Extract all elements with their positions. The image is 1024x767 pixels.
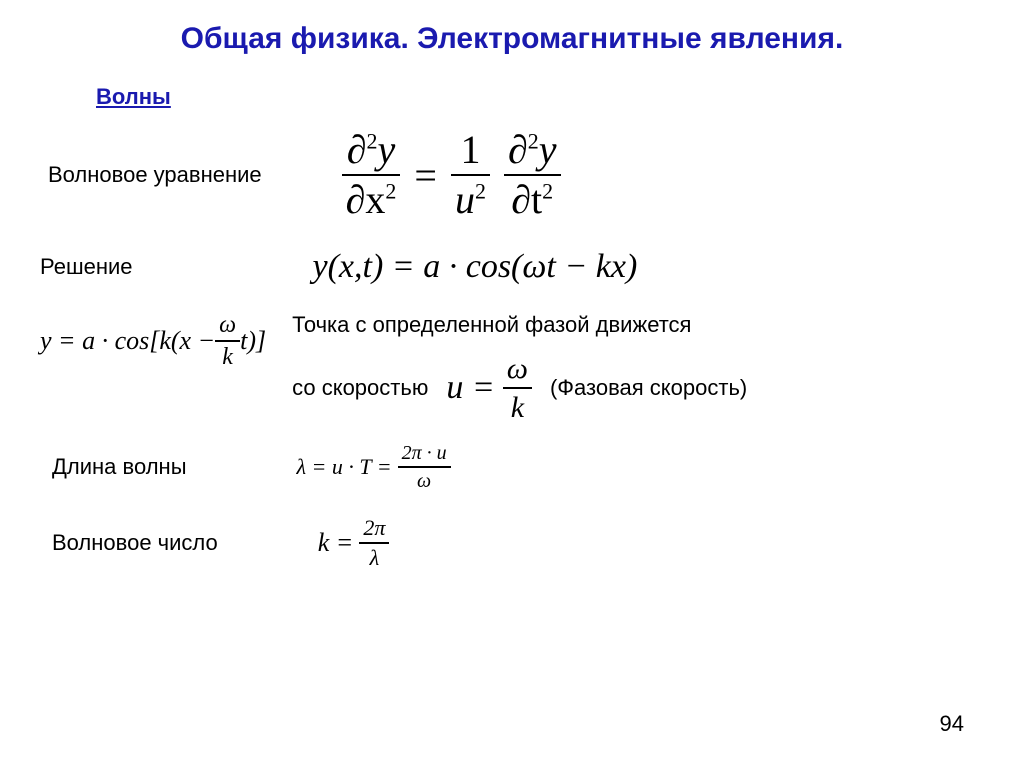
wave-eq-mid-frac: 1 u2 — [451, 128, 490, 222]
page-title: Общая физика. Электромагнитные явления. — [40, 22, 984, 56]
var-y: y — [539, 127, 557, 172]
partial-t: ∂t — [511, 177, 542, 222]
lambda-pre: λ = u · T = — [297, 454, 392, 480]
formula-wavelength: λ = u · T = 2π · u ω — [297, 442, 451, 492]
exponent: 2 — [475, 179, 486, 204]
num-omega: ω — [215, 312, 240, 338]
alt-frac: ω k — [215, 312, 240, 371]
formula-solution-main: y(x,t) = a · cos(ωt − kx) — [313, 248, 638, 286]
equals-sign: = — [414, 152, 437, 199]
wave-eq-rhs-frac: ∂2y ∂t2 — [504, 128, 561, 222]
var-u: u — [455, 177, 475, 222]
phase-line2: со скоростью u = ω k (Фазовая скорость) — [292, 352, 747, 424]
u-equals: u = — [446, 369, 494, 407]
formula-wave-equation: ∂2y ∂x2 = 1 u2 ∂2y — [342, 128, 561, 222]
label-wave-equation: Волновое уравнение — [48, 162, 262, 188]
label-wavelength: Длина волны — [52, 454, 187, 480]
partial-symbol: ∂ — [508, 127, 528, 172]
alt-pre: y = a · cos[k(x − — [40, 326, 215, 356]
den-k: k — [503, 391, 532, 424]
k-frac: 2π λ — [359, 516, 389, 570]
lambda-frac: 2π · u ω — [398, 442, 451, 492]
formula-wavenumber: k = 2π λ — [318, 516, 390, 570]
wave-eq-lhs-frac: ∂2y ∂x2 — [342, 128, 401, 222]
label-solution: Решение — [40, 254, 133, 280]
row-solution: Решение y(x,t) = a · cos(ωt − kx) — [40, 248, 984, 286]
formula-phase-velocity: u = ω k — [446, 352, 532, 424]
den-lambda: λ — [359, 546, 389, 570]
row-phase: y = a · cos[k(x − ω k t)] Точка с опреде… — [40, 312, 984, 424]
exponent: 2 — [367, 129, 378, 154]
den-k: k — [215, 344, 240, 370]
numerator-one: 1 — [451, 128, 490, 172]
num-2pi: 2π — [359, 516, 389, 540]
row-wave-equation: Волновое уравнение ∂2y ∂x2 = 1 u2 — [48, 128, 984, 222]
formula-solution-alt: y = a · cos[k(x − ω k t)] — [40, 312, 266, 371]
exponent: 2 — [528, 129, 539, 154]
slide-container: Общая физика. Электромагнитные явления. … — [0, 0, 1024, 767]
k-equals: k = — [318, 528, 354, 558]
var-y: y — [378, 127, 396, 172]
alt-post: t)] — [240, 326, 266, 356]
row-wavelength: Длина волны λ = u · T = 2π · u ω — [52, 442, 984, 492]
num-2piu: 2π · u — [398, 442, 451, 464]
label-phase-line2-prefix: со скоростью — [292, 375, 428, 401]
section-subtitle: Волны — [96, 84, 984, 110]
partial-symbol: ∂ — [347, 127, 367, 172]
phase-text-block: Точка с определенной фазой движется со с… — [292, 312, 747, 424]
label-phase-velocity-note: (Фазовая скорость) — [550, 375, 747, 401]
exponent: 2 — [542, 179, 553, 204]
row-wavenumber: Волновое число k = 2π λ — [52, 516, 984, 570]
partial-x: ∂x — [346, 177, 386, 222]
exponent: 2 — [385, 179, 396, 204]
u-frac: ω k — [503, 352, 532, 424]
den-omega: ω — [398, 470, 451, 492]
num-omega: ω — [503, 352, 532, 385]
page-number: 94 — [940, 711, 964, 737]
label-wavenumber: Волновое число — [52, 530, 218, 556]
label-phase-line1: Точка с определенной фазой движется — [292, 312, 747, 338]
